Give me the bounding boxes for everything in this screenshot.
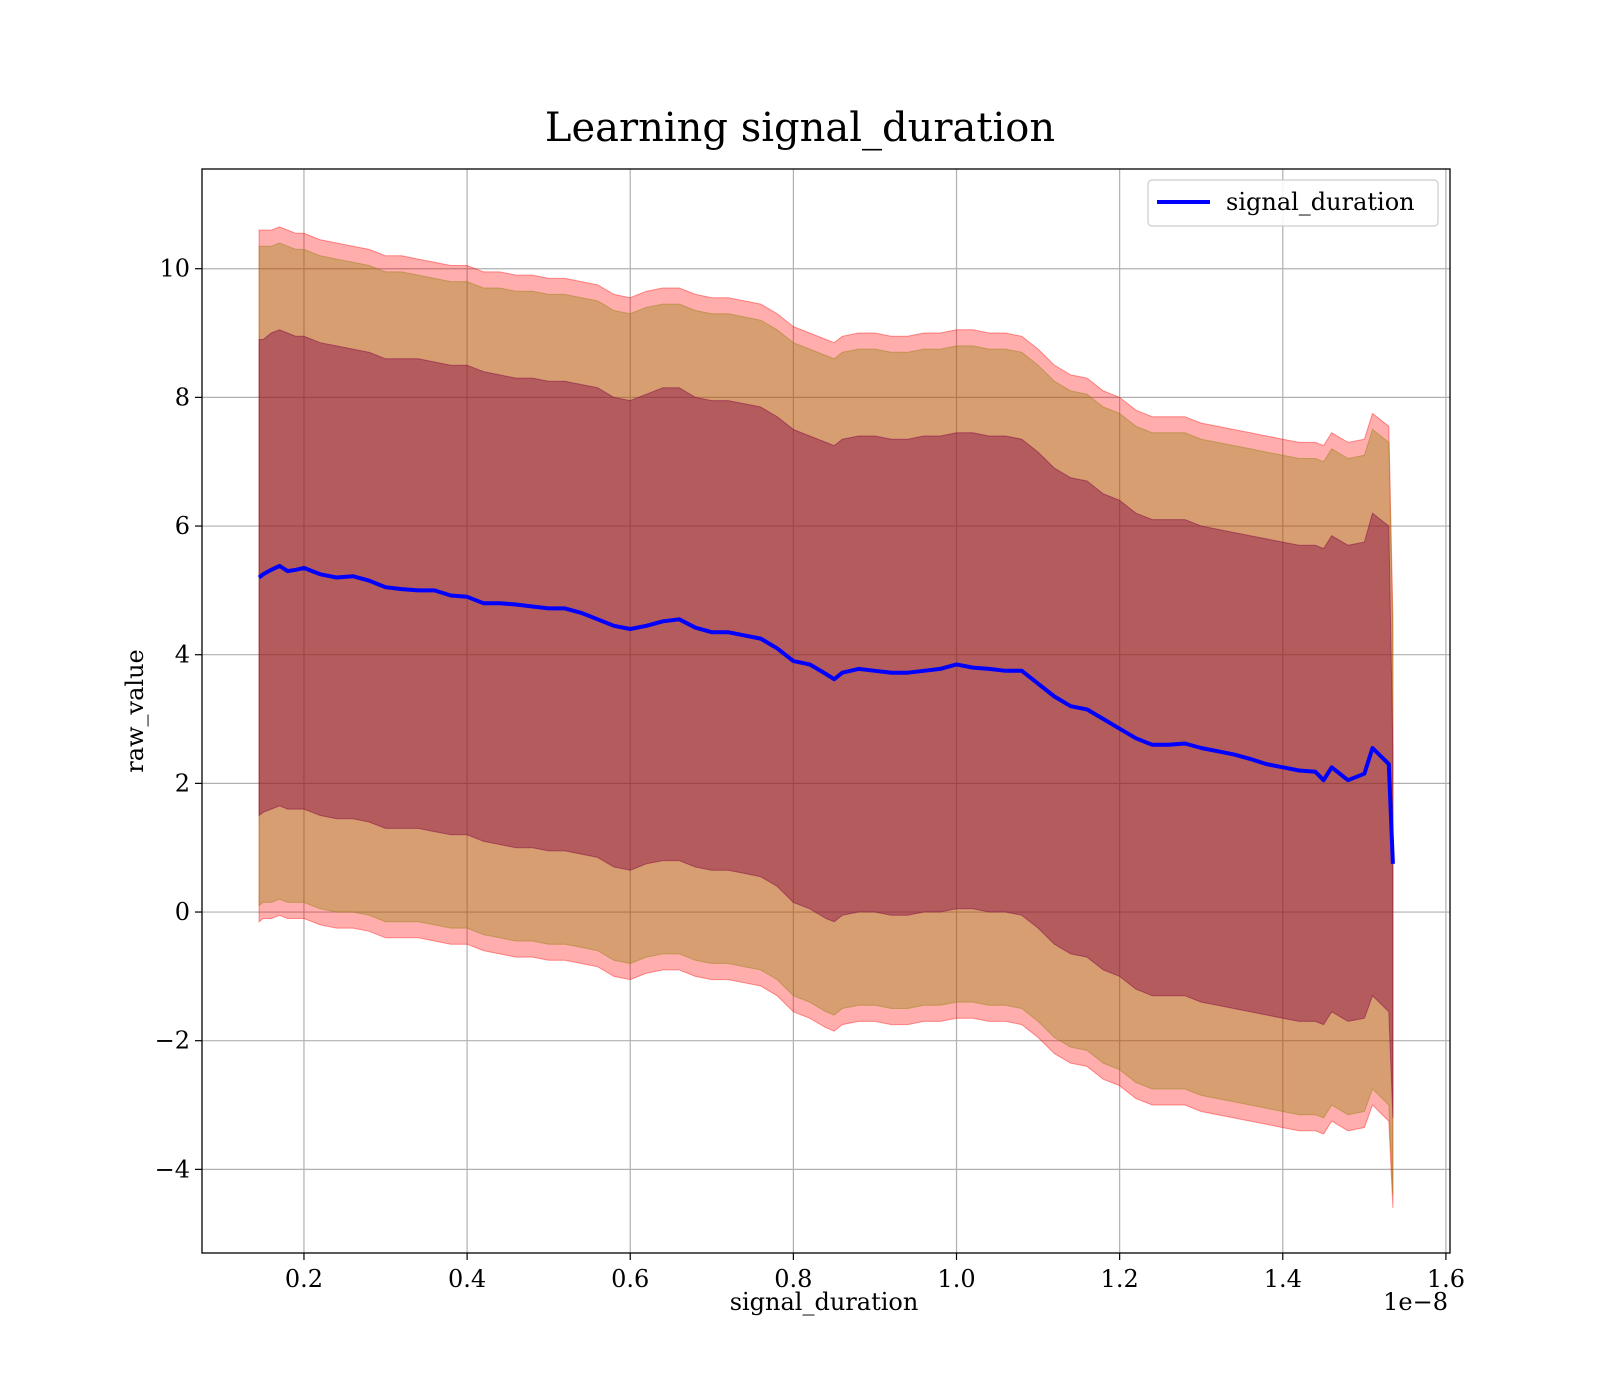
gridlines xyxy=(202,169,1450,1253)
x-tick-label: 0.6 xyxy=(611,1265,649,1293)
legend: signal_duration xyxy=(1147,179,1439,227)
x-axis: 0.2 0.4 0.6 0.8 1.0 1.2 1.4 1.6 xyxy=(285,1253,1465,1293)
series-line-layer xyxy=(257,563,1395,864)
y-tick-label: 4 xyxy=(175,641,190,669)
outer-confidence-band xyxy=(258,226,1394,1209)
y-tick-label: −4 xyxy=(155,1155,190,1183)
x-tick-label: 1.6 xyxy=(1427,1265,1465,1293)
y-axis: −4 −2 0 2 4 6 8 10 xyxy=(155,255,202,1183)
legend-label-signal-duration: signal_duration xyxy=(1226,188,1415,216)
legend-box xyxy=(1147,179,1439,227)
x-tick-label: 1.2 xyxy=(1101,1265,1139,1293)
plot-area-frame xyxy=(201,168,1451,1254)
y-axis-label: raw_value xyxy=(121,649,149,773)
bands xyxy=(258,226,1394,1209)
series-line-signal-duration xyxy=(257,563,1395,864)
x-tick-label: 1.4 xyxy=(1264,1265,1302,1293)
x-axis-offset-label: 1e−8 xyxy=(1383,1288,1448,1316)
y-tick-label: 6 xyxy=(175,512,190,540)
x-tick-label: 0.4 xyxy=(448,1265,486,1293)
x-axis-label: signal_duration xyxy=(730,1288,919,1316)
x-tick-label: 0.2 xyxy=(285,1265,323,1293)
x-tick-label: 1.0 xyxy=(937,1265,975,1293)
y-tick-label: 0 xyxy=(175,898,190,926)
x-tick-label: 0.8 xyxy=(774,1265,812,1293)
y-tick-label: 8 xyxy=(175,383,190,411)
y-tick-label: −2 xyxy=(155,1027,190,1055)
middle-confidence-band xyxy=(258,242,1394,1196)
y-tick-label: 10 xyxy=(159,255,190,283)
chart-title: Learning signal_duration xyxy=(545,105,1055,151)
y-tick-label: 2 xyxy=(175,769,190,797)
inner-confidence-band xyxy=(258,329,1394,1118)
